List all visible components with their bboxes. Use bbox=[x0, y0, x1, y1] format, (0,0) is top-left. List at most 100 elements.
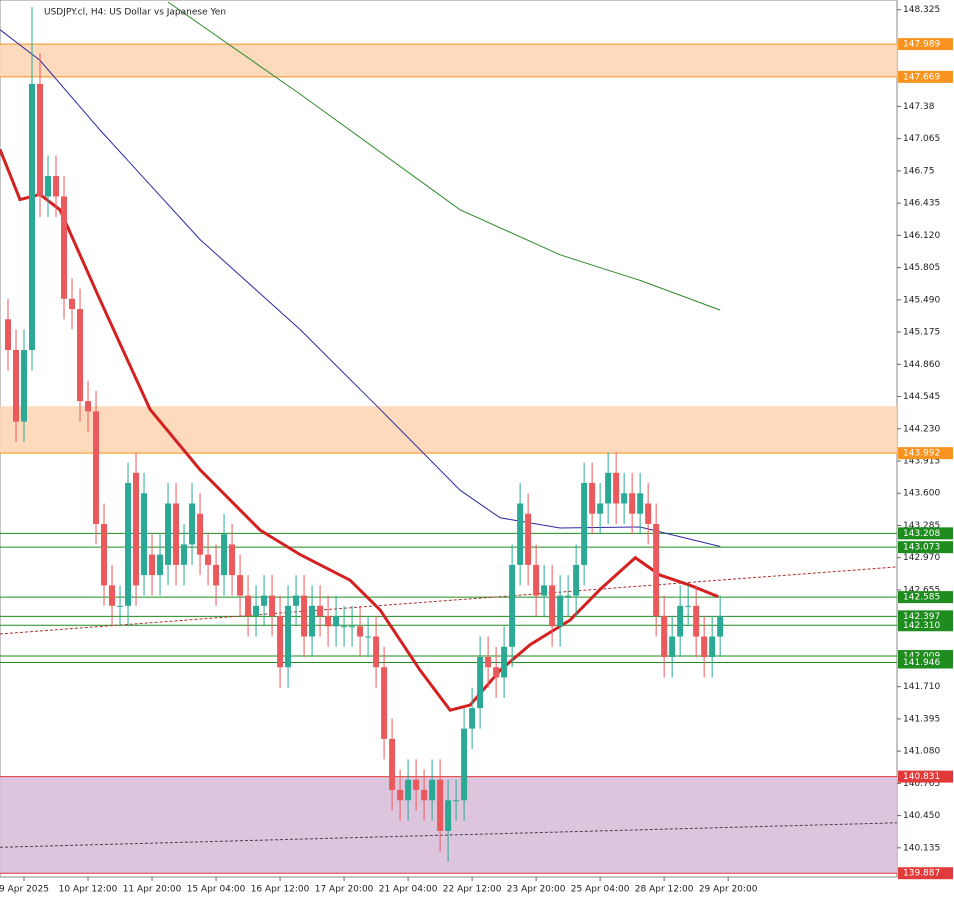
candle-body bbox=[717, 616, 724, 637]
candle-body bbox=[5, 319, 12, 350]
level-label-box bbox=[898, 70, 953, 83]
y-tick-label: 147.38 bbox=[903, 102, 935, 112]
x-tick-label: 10 Apr 12:00 bbox=[59, 885, 118, 895]
candle-body bbox=[645, 503, 652, 524]
candle-body bbox=[669, 636, 676, 657]
candle-body bbox=[181, 544, 188, 565]
candle-body bbox=[493, 667, 500, 678]
candle-body bbox=[485, 656, 492, 668]
indicator-line bbox=[167, 1, 721, 311]
level-label: 142.585 bbox=[903, 593, 940, 603]
y-tick-label: 148.325 bbox=[903, 5, 940, 15]
candle-body bbox=[37, 83, 44, 197]
y-tick-label: 142.970 bbox=[903, 553, 940, 563]
candle-body bbox=[237, 575, 244, 596]
y-tick-label: 144.545 bbox=[903, 392, 940, 402]
candle-body bbox=[269, 595, 276, 617]
candle-body bbox=[405, 779, 412, 801]
candle-body bbox=[437, 779, 444, 831]
level-label: 147.669 bbox=[903, 72, 940, 82]
x-tick-label: 16 Apr 12:00 bbox=[251, 885, 310, 895]
candle-body bbox=[277, 616, 284, 668]
y-tick-label: 141.395 bbox=[903, 714, 940, 724]
chart-title: USDJPY.cl, H4: US Dollar vs Japanese Yen bbox=[44, 8, 226, 18]
candle-body bbox=[309, 605, 316, 637]
x-tick-label: 25 Apr 04:00 bbox=[571, 885, 630, 895]
candle-body bbox=[613, 472, 620, 504]
candle-body bbox=[357, 626, 364, 637]
level-label: 143.208 bbox=[903, 529, 940, 539]
candle-body bbox=[429, 779, 436, 801]
candle-body bbox=[341, 626, 348, 628]
y-tick-label: 145.490 bbox=[903, 295, 940, 305]
candle-body bbox=[477, 656, 484, 709]
candle-body bbox=[253, 605, 260, 617]
candle-body bbox=[709, 636, 716, 657]
candle-body bbox=[285, 605, 292, 668]
candle-body bbox=[101, 523, 108, 586]
level-label: 142.397 bbox=[903, 612, 940, 622]
indicator-line bbox=[0, 148, 719, 712]
candle-body bbox=[197, 513, 204, 555]
y-tick-label: 147.065 bbox=[903, 134, 940, 144]
indicator-line bbox=[0, 822, 898, 848]
x-tick-label: 29 Apr 20:00 bbox=[699, 885, 758, 895]
candle-body bbox=[661, 616, 668, 657]
candle-body bbox=[109, 585, 116, 606]
y-tick-label: 146.75 bbox=[903, 166, 935, 176]
candle-body bbox=[421, 790, 428, 801]
level-label-box bbox=[898, 591, 953, 604]
candle-body bbox=[29, 83, 36, 350]
level-label-box bbox=[898, 541, 953, 554]
candle-body bbox=[565, 595, 572, 597]
zone bbox=[0, 406, 897, 454]
y-tick-label: 145.805 bbox=[903, 263, 940, 273]
level-label-box bbox=[898, 619, 953, 632]
candle-body bbox=[517, 503, 524, 565]
candle-body bbox=[293, 595, 300, 606]
y-tick-label: 143.915 bbox=[903, 457, 940, 467]
x-tick-label: 23 Apr 20:00 bbox=[507, 885, 566, 895]
y-tick-label: 142.655 bbox=[903, 585, 940, 595]
candle-body bbox=[581, 483, 588, 565]
candle-body bbox=[621, 493, 628, 504]
y-tick-label: 144.860 bbox=[903, 360, 940, 370]
candle-body bbox=[413, 779, 420, 791]
candle-body bbox=[701, 636, 708, 657]
level-label-box bbox=[898, 447, 953, 460]
candle-body bbox=[469, 708, 476, 729]
x-tick-label: 17 Apr 20:00 bbox=[315, 885, 374, 895]
candle-body bbox=[77, 309, 84, 402]
candle-body bbox=[85, 401, 92, 412]
zone bbox=[0, 44, 897, 77]
candle-body bbox=[173, 503, 180, 565]
candle-body bbox=[21, 349, 28, 422]
level-label-box bbox=[898, 527, 953, 540]
candle-body bbox=[605, 472, 612, 504]
candle-body bbox=[533, 564, 540, 596]
candle-body bbox=[53, 176, 60, 197]
candle-body bbox=[693, 605, 700, 637]
candle-body bbox=[381, 667, 388, 739]
candle-body bbox=[349, 626, 356, 628]
candle-body bbox=[453, 800, 460, 802]
candle-body bbox=[637, 493, 644, 514]
candle-body bbox=[557, 595, 564, 627]
x-tick-label: 28 Apr 12:00 bbox=[635, 885, 694, 895]
level-label: 143.073 bbox=[903, 543, 940, 553]
x-tick-label: 21 Apr 04:00 bbox=[379, 885, 438, 895]
candle-body bbox=[573, 564, 580, 596]
candle-body bbox=[165, 503, 172, 565]
candle-body bbox=[117, 605, 124, 607]
candle-body bbox=[389, 738, 396, 791]
candle-body bbox=[597, 503, 604, 514]
candle-body bbox=[501, 646, 508, 678]
candle-body bbox=[125, 483, 132, 606]
candle-body bbox=[13, 349, 20, 422]
level-label-box bbox=[898, 867, 953, 880]
candle-body bbox=[653, 523, 660, 617]
candle-body bbox=[221, 534, 228, 576]
candle-body bbox=[93, 411, 100, 524]
level-label: 141.946 bbox=[903, 658, 940, 668]
